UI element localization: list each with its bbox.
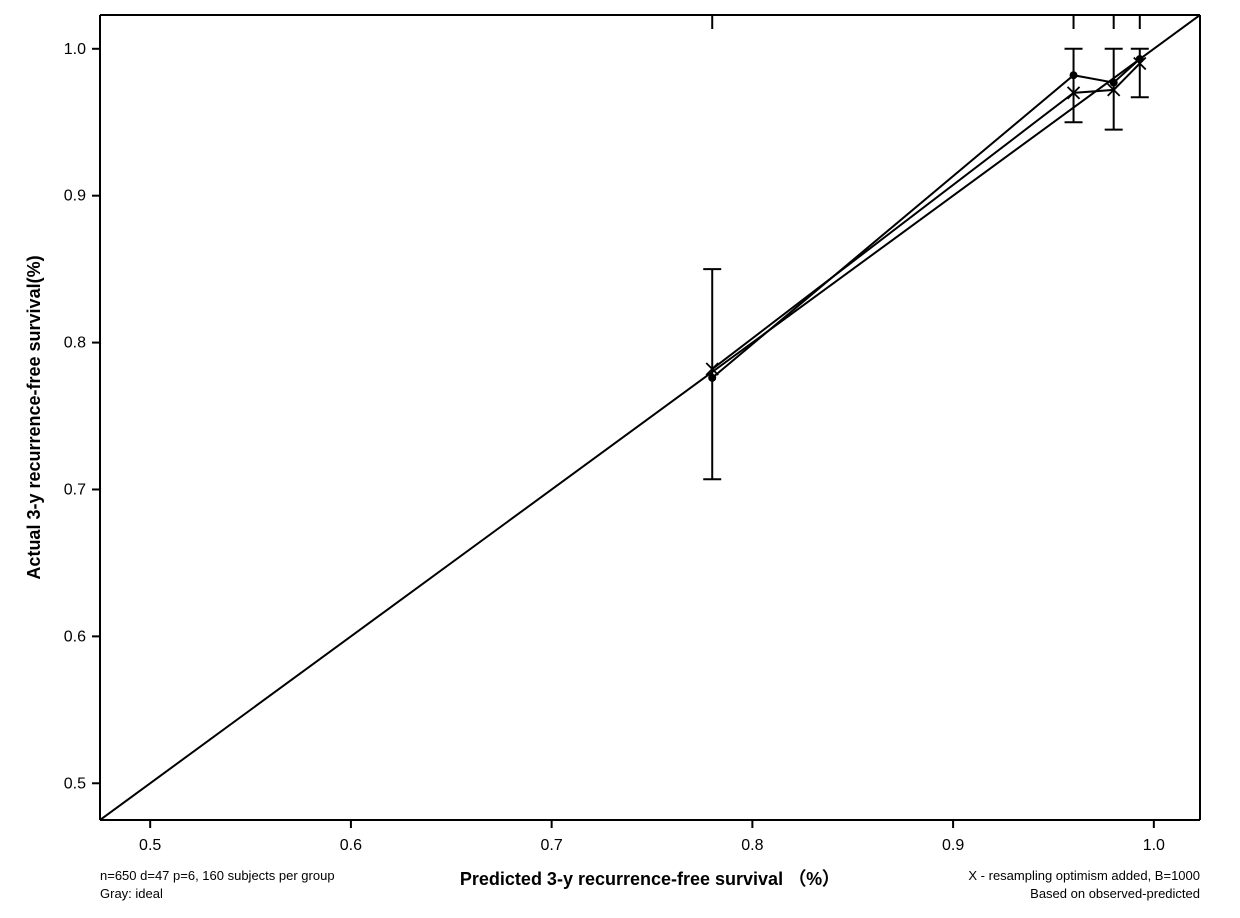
y-tick-label: 1.0: [64, 41, 86, 58]
chart-svg: 0.5 0.6 0.7 0.8 0.9 1.0 0.5 0.6 0.7 0.8 0.9 1.0 Pred…: [0, 0, 1240, 918]
y-tick-label: 0.5: [64, 775, 86, 792]
calibration-chart: 0.5 0.6 0.7 0.8 0.9 1.0 0.5 0.6 0.7 0.8 0.9 1.0 Pred…: [0, 0, 1240, 918]
observed-point: [708, 374, 716, 382]
x-tick-label: 0.9: [942, 837, 964, 854]
observed-point: [1070, 71, 1078, 79]
y-axis-title: Actual 3-y recurrence-free survival(%): [24, 255, 44, 579]
y-tick-label: 0.6: [64, 628, 86, 645]
footnote-right-2: Based on observed-predicted: [1030, 886, 1200, 901]
y-tick-label: 0.8: [64, 335, 86, 352]
x-tick-label: 0.8: [741, 837, 763, 854]
footnote-right-1: X - resampling optimism added, B=1000: [968, 868, 1200, 883]
x-tick-label: 0.6: [340, 837, 362, 854]
x-tick-label: 1.0: [1143, 837, 1165, 854]
y-tick-label: 0.7: [64, 481, 86, 498]
footnote-left-2: Gray: ideal: [100, 886, 163, 901]
footnote-left-1: n=650 d=47 p=6, 160 subjects per group: [100, 868, 335, 883]
y-tick-label: 0.9: [64, 188, 86, 205]
observed-point: [1110, 79, 1118, 87]
x-tick-label: 0.7: [541, 837, 563, 854]
ideal-line: [100, 15, 1200, 820]
x-tick-label: 0.5: [139, 837, 161, 854]
x-axis-title: Predicted 3-y recurrence-free survival （…: [460, 869, 840, 889]
plot-group: [100, 15, 1200, 820]
